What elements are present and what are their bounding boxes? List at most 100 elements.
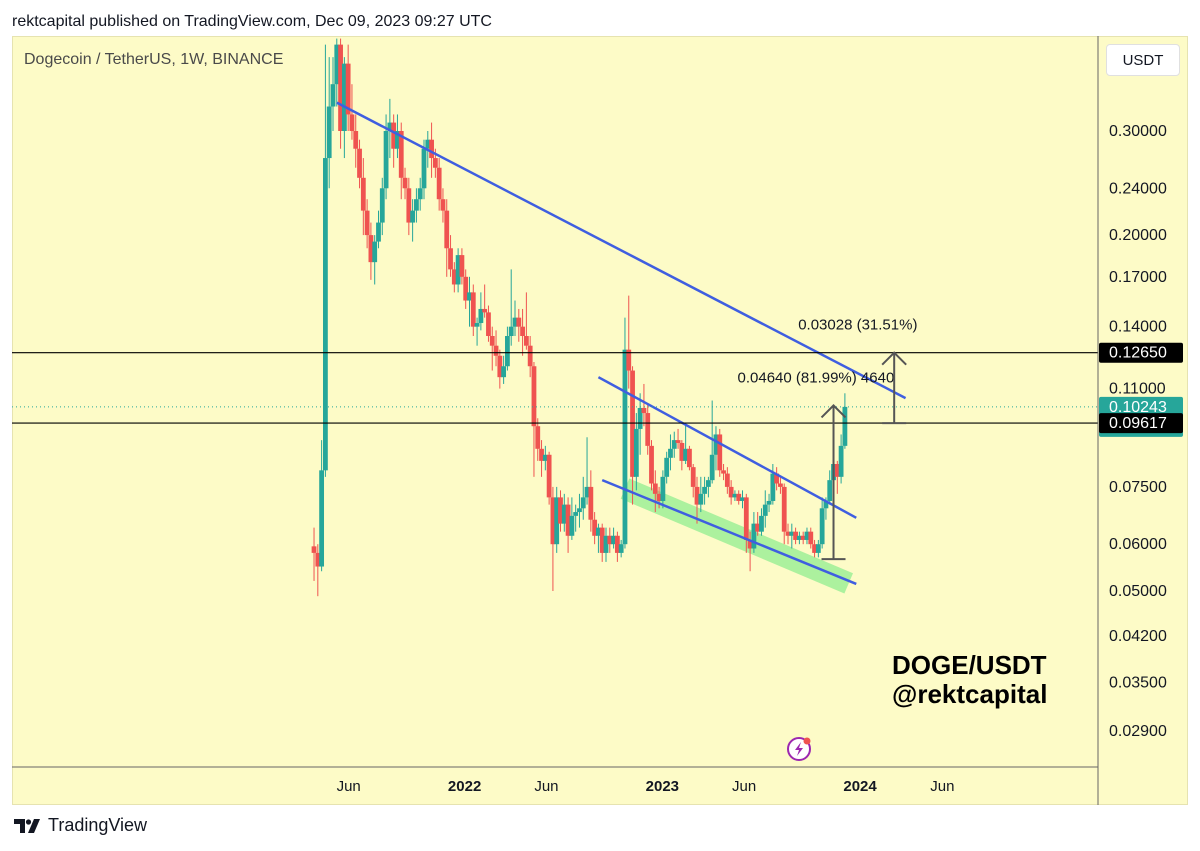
candle bbox=[671, 431, 677, 458]
candle bbox=[360, 158, 366, 236]
candle bbox=[668, 434, 673, 471]
candle bbox=[558, 490, 563, 532]
candle bbox=[743, 493, 749, 553]
y-tick-label: 0.30000 bbox=[1109, 123, 1167, 140]
candle bbox=[838, 434, 844, 484]
watermark: DOGE/USDT @rektcapital bbox=[892, 651, 1047, 709]
candle bbox=[630, 366, 635, 505]
y-tick-label: 0.07500 bbox=[1109, 479, 1167, 496]
candle bbox=[505, 326, 510, 371]
candle bbox=[486, 305, 491, 342]
candle bbox=[577, 493, 582, 528]
candle bbox=[368, 222, 374, 280]
candle bbox=[402, 167, 408, 200]
x-tick-label: Jun bbox=[534, 778, 558, 795]
candle bbox=[698, 476, 704, 513]
chart-frame[interactable] bbox=[12, 36, 1188, 805]
candle bbox=[387, 98, 393, 159]
x-tick-label: Jun bbox=[732, 778, 756, 795]
candle bbox=[395, 114, 400, 159]
candle bbox=[376, 210, 381, 249]
candle bbox=[417, 177, 423, 211]
candle bbox=[766, 493, 772, 513]
candle bbox=[455, 248, 461, 293]
trendline-wedge-lower[interactable] bbox=[601, 478, 857, 586]
candle bbox=[641, 383, 647, 427]
candle bbox=[330, 57, 336, 131]
candle bbox=[618, 539, 624, 558]
candle bbox=[311, 527, 317, 581]
candle bbox=[539, 440, 544, 477]
candle bbox=[793, 527, 798, 545]
tradingview-logo-icon bbox=[14, 818, 40, 833]
currency-button[interactable]: USDT bbox=[1106, 44, 1180, 76]
candle bbox=[474, 317, 480, 346]
candle bbox=[569, 497, 575, 540]
candle bbox=[372, 235, 378, 285]
lightning-event-icon[interactable] bbox=[787, 737, 811, 761]
candle bbox=[637, 393, 643, 455]
candle bbox=[550, 486, 556, 591]
candle bbox=[421, 139, 427, 200]
candle bbox=[436, 158, 442, 211]
candle bbox=[440, 188, 446, 223]
trendline-wedge-upper[interactable] bbox=[597, 376, 857, 519]
y-tick-label: 0.03500 bbox=[1109, 675, 1167, 692]
candle bbox=[448, 235, 453, 277]
candle bbox=[497, 349, 503, 389]
candle bbox=[656, 486, 662, 509]
candle bbox=[740, 490, 745, 509]
candle bbox=[842, 393, 848, 449]
candle bbox=[603, 527, 609, 562]
candle bbox=[732, 490, 738, 501]
candle bbox=[755, 512, 761, 536]
y-tick-label: 0.06000 bbox=[1109, 536, 1167, 553]
measure-arrow[interactable]: 0.04640 (81.99%) 4640 bbox=[738, 369, 895, 561]
candle bbox=[607, 527, 613, 553]
candle bbox=[542, 445, 548, 471]
x-tick-label: 2024 bbox=[843, 778, 877, 795]
symbol-title: Dogecoin / TetherUS, 1W, BINANCE bbox=[24, 51, 284, 68]
candle bbox=[482, 284, 488, 318]
candle bbox=[781, 483, 787, 545]
candle bbox=[516, 308, 522, 342]
candle bbox=[319, 440, 325, 572]
trendline-macro-downtrend[interactable] bbox=[336, 101, 907, 400]
candle bbox=[649, 440, 654, 491]
candle bbox=[690, 463, 696, 498]
candle bbox=[531, 361, 537, 477]
candle bbox=[747, 531, 753, 572]
candle bbox=[652, 470, 658, 513]
candle bbox=[478, 292, 484, 331]
candle bbox=[565, 497, 571, 553]
candle bbox=[815, 539, 821, 558]
candle bbox=[364, 199, 370, 249]
candles-layer bbox=[311, 38, 848, 597]
candle bbox=[808, 527, 814, 549]
svg-text:0.10243: 0.10243 bbox=[1109, 399, 1167, 416]
candle bbox=[675, 428, 681, 449]
candle bbox=[683, 423, 689, 464]
measure-arrow[interactable]: 0.03028 (31.51%) bbox=[798, 317, 917, 425]
candle bbox=[834, 460, 840, 494]
candle bbox=[334, 38, 340, 107]
candle bbox=[459, 248, 465, 285]
candle bbox=[429, 122, 434, 178]
y-tick-label: 0.17000 bbox=[1109, 269, 1167, 286]
candle bbox=[391, 114, 397, 168]
candle bbox=[819, 497, 825, 549]
candle bbox=[546, 451, 552, 505]
candle bbox=[512, 300, 518, 337]
price-label-resistance: 0.12650 bbox=[1099, 342, 1183, 363]
candle bbox=[588, 470, 594, 532]
candle bbox=[573, 504, 579, 532]
candle bbox=[599, 523, 605, 562]
candle bbox=[580, 476, 586, 520]
candle bbox=[520, 308, 525, 356]
time-axis: Jun 2022 Jun 2023 Jun 2024 Jun bbox=[337, 778, 955, 795]
y-tick-label: 0.14000 bbox=[1109, 319, 1167, 336]
candle bbox=[736, 490, 742, 505]
candle bbox=[489, 326, 495, 371]
